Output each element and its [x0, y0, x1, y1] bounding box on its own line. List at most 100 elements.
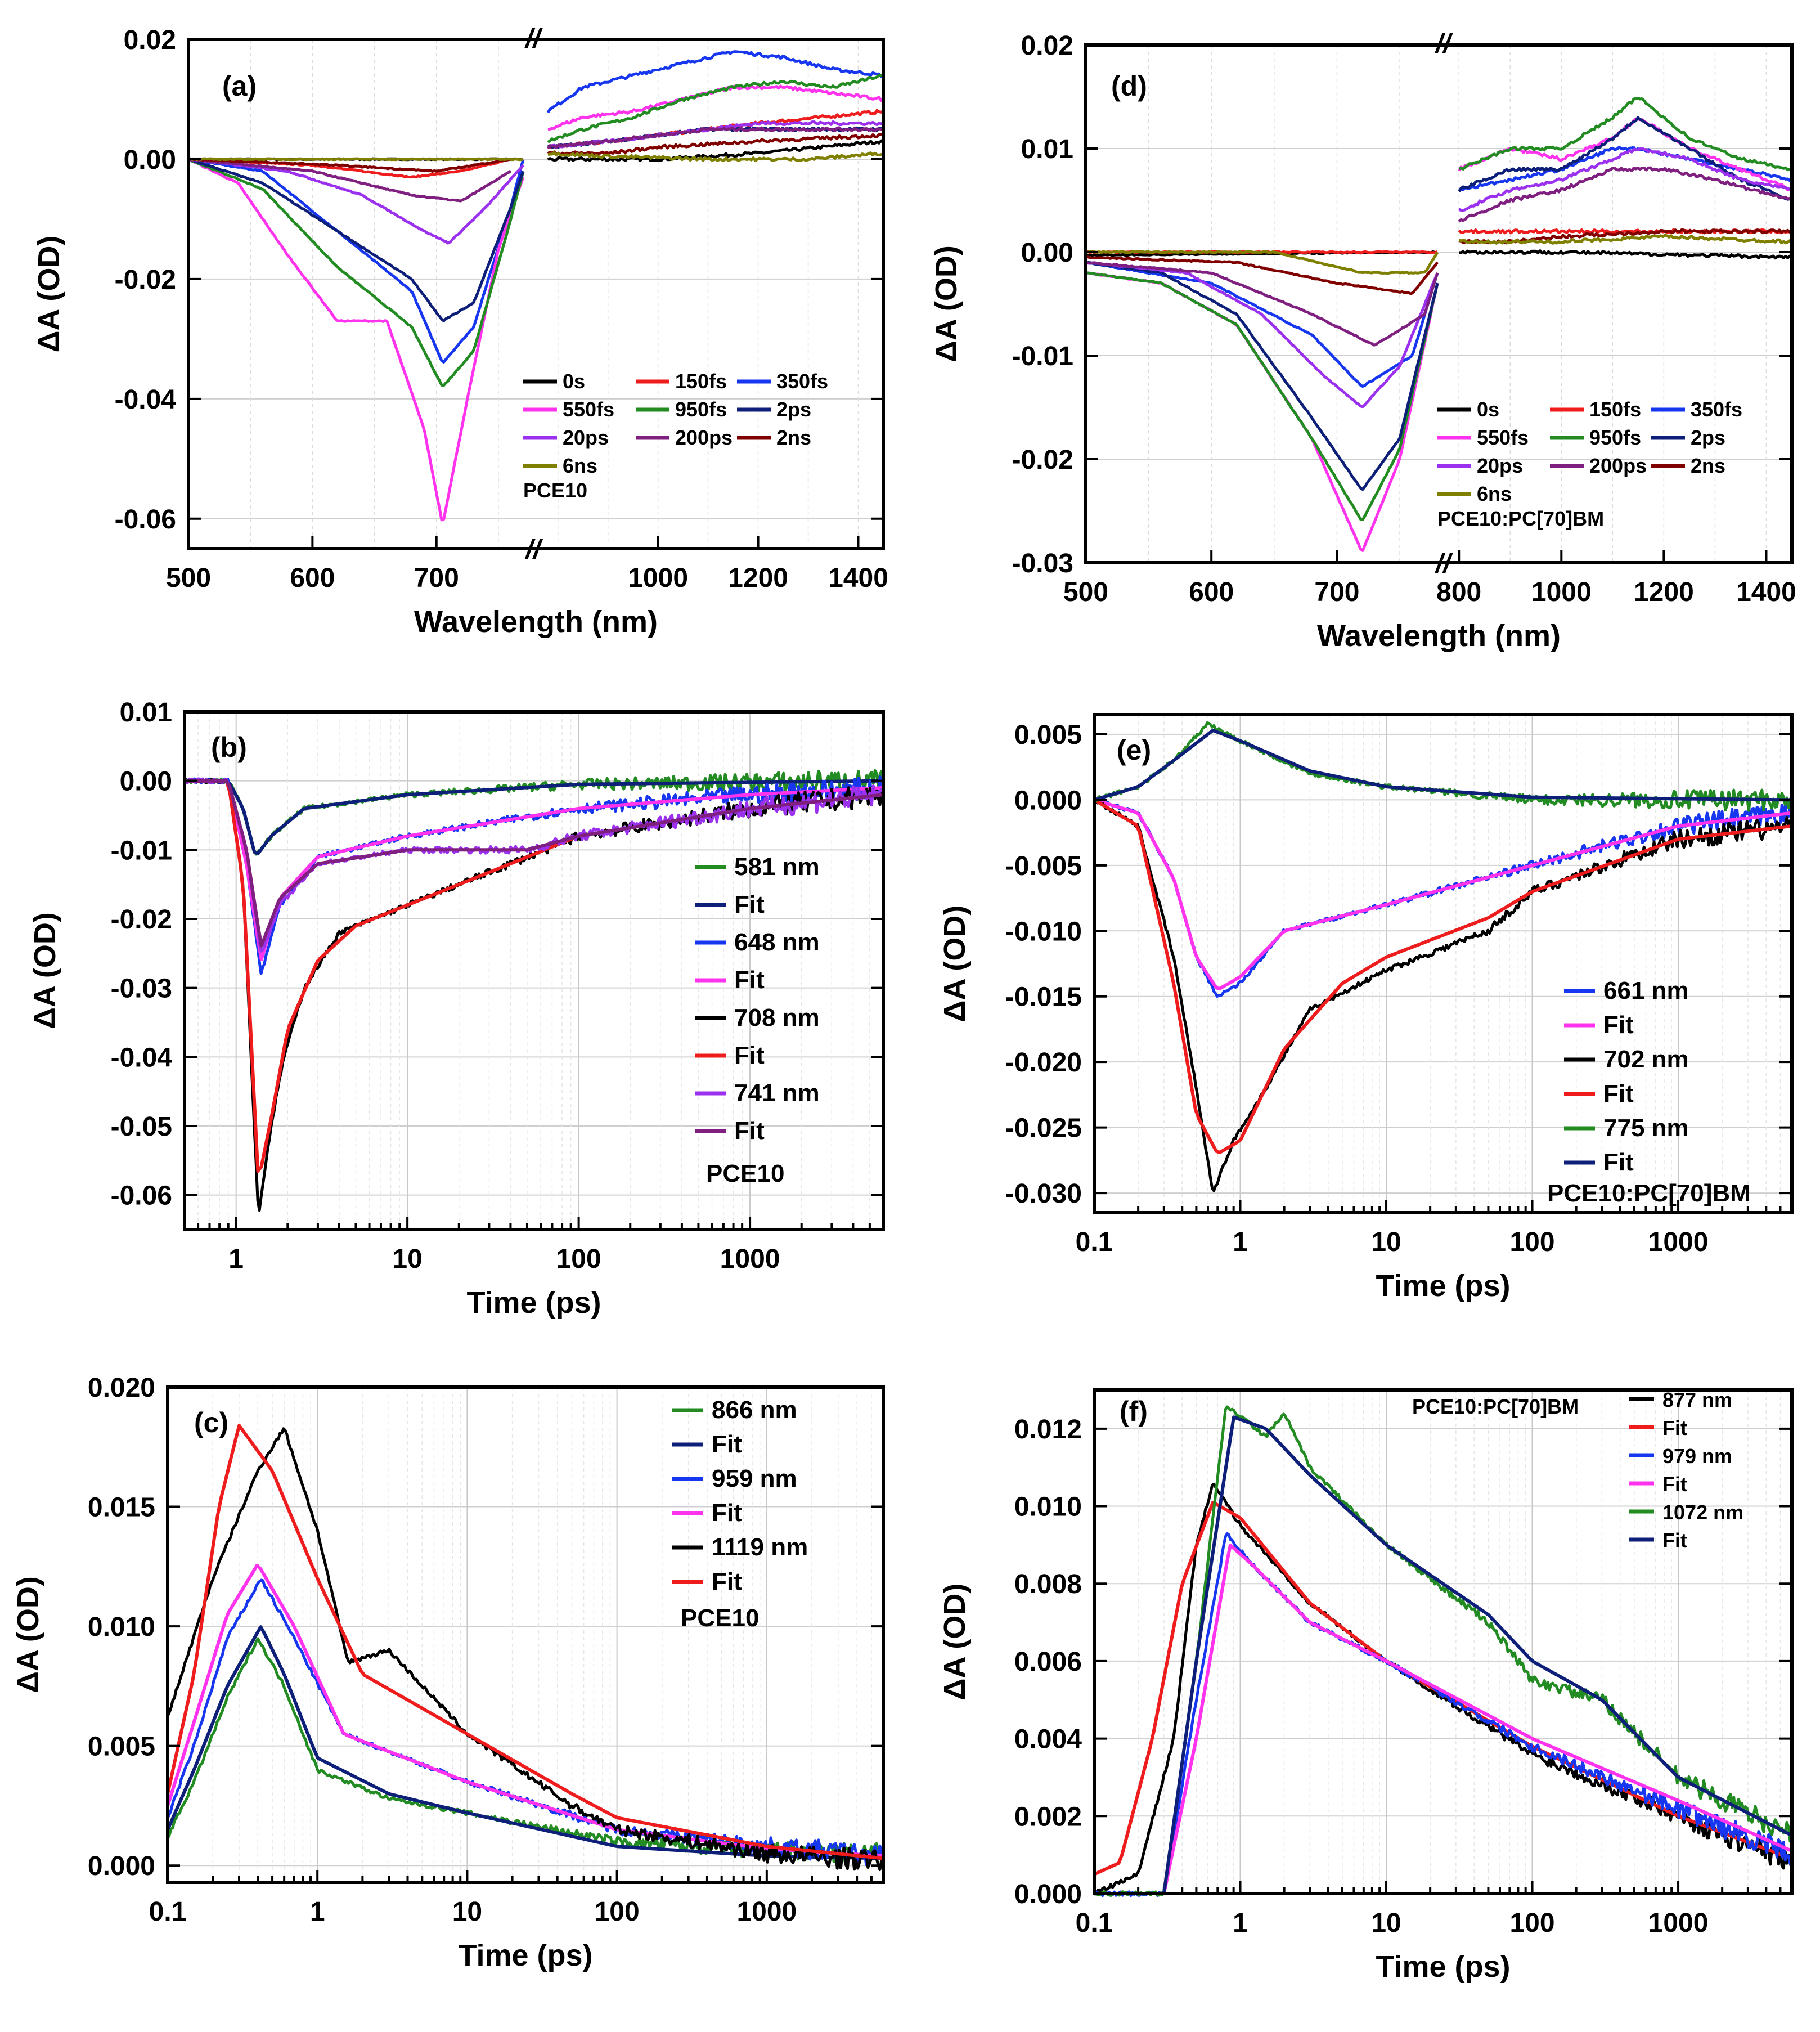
- series-line-200ps: [546, 126, 884, 150]
- x-tick-label: 1400: [1736, 577, 1796, 607]
- y-tick-label: -0.025: [1005, 1114, 1082, 1143]
- legend-label: Fit: [1603, 1080, 1634, 1107]
- chart-panel-f: 0.1 1 10 100 1000 0.012 0.010 0.008 0.006 0.004 0.…: [938, 1388, 1794, 1984]
- series-line-Fit-7: [185, 779, 884, 948]
- series-line-2ns: [188, 157, 511, 173]
- series-line-979-nm-2: [1094, 1532, 1794, 1898]
- legend: 877 nm Fit 979 nm Fit 1072 nm Fit: [1629, 1388, 1743, 1552]
- series-line-20ps: [1085, 261, 1439, 409]
- y-tick-label: -0.06: [115, 505, 176, 535]
- legend: 661 nm Fit 702 nm Fit 775 nm Fit: [1564, 977, 1689, 1176]
- series-line-200ps: [1458, 166, 1792, 223]
- y-tick-label: -0.005: [1005, 851, 1082, 881]
- y-tick-label: 0.000: [88, 1851, 155, 1881]
- legend: 581 nm Fit 648 nm Fit 708 nm Fit 741 nm Fit: [695, 853, 820, 1145]
- panel-label: (c): [194, 1407, 228, 1438]
- legend-label: 1072 nm: [1662, 1501, 1743, 1524]
- y-tick-label: -0.01: [111, 836, 172, 865]
- x-axis-label: Time (ps): [1376, 1950, 1510, 1984]
- legend-label: 2ns: [776, 426, 811, 449]
- x-tick-label: 0.1: [1076, 1227, 1113, 1257]
- series-line-2ns: [1085, 255, 1439, 295]
- x-axis-label: Time (ps): [466, 1286, 601, 1320]
- sample-label: PCE10:PC[70]BM: [1547, 1179, 1751, 1207]
- y-tick-label: 0.005: [1014, 720, 1082, 750]
- legend-label: 959 nm: [712, 1465, 797, 1492]
- y-tick-label: 0.00: [120, 767, 172, 797]
- y-tick-label: -0.03: [1012, 549, 1073, 578]
- y-tick-label: -0.06: [111, 1181, 172, 1211]
- legend-label: 950fs: [675, 398, 727, 421]
- legend-label: Fit: [1662, 1473, 1687, 1496]
- y-tick-label: -0.04: [111, 1043, 173, 1073]
- x-tick-label: 1000: [1531, 577, 1592, 607]
- y-tick-label: -0.04: [115, 385, 177, 415]
- x-tick-label: 600: [1189, 577, 1234, 607]
- series-line-Fit-1: [1094, 798, 1792, 990]
- legend-label: 150fs: [675, 370, 727, 393]
- series-line-950fs: [187, 158, 525, 387]
- legend-label: Fit: [734, 1117, 765, 1145]
- x-tick-label: 1000: [736, 1897, 797, 1927]
- x-tick-label: 1000: [720, 1244, 780, 1274]
- legend-label: 648 nm: [734, 928, 820, 956]
- legend-label: Fit: [1603, 1149, 1634, 1176]
- series-line-6ns: [1085, 250, 1439, 275]
- legend-label: 20ps: [563, 426, 609, 449]
- legend-label: 708 nm: [734, 1004, 820, 1031]
- series-line-708-nm-4: [184, 777, 885, 1212]
- legend-label: 2ns: [1691, 454, 1725, 477]
- legend-label: 200ps: [1589, 454, 1647, 477]
- legend-label: 2ps: [776, 398, 811, 421]
- y-tick-label: 0.000: [1014, 786, 1082, 815]
- plot-frame: [183, 710, 885, 1231]
- series-line-550fs: [187, 158, 525, 522]
- series-line-866-nm-0: [166, 1637, 885, 1863]
- y-tick-label: 0.010: [1014, 1492, 1082, 1522]
- sample-label: PCE10: [523, 479, 587, 502]
- y-tick-label: -0.010: [1005, 917, 1082, 947]
- series-line-Fit-5: [166, 1424, 884, 1860]
- legend-label: 950fs: [1589, 426, 1641, 449]
- plot-frame: [1084, 43, 1794, 564]
- y-tick-label: -0.02: [111, 905, 172, 935]
- plot-frame: [1093, 713, 1794, 1214]
- legend-label: 0s: [563, 370, 585, 393]
- legend-label: 350fs: [1691, 398, 1742, 421]
- y-axis-label: ΔA (OD): [938, 905, 972, 1022]
- legend-label: Fit: [1662, 1416, 1687, 1439]
- y-tick-label: 0.00: [124, 145, 176, 175]
- y-tick-label: -0.02: [115, 265, 176, 295]
- series-line-2ps: [188, 158, 525, 322]
- legend-label: 775 nm: [1603, 1114, 1689, 1142]
- series-line-350fs: [546, 50, 884, 114]
- x-tick-label: 700: [414, 563, 459, 593]
- series-line-6ns: [547, 151, 883, 163]
- chart-panel-d: 500 600 700 800 1000 1200 1400////0.020.010.00…: [929, 29, 1796, 653]
- x-tick-label: 1000: [1648, 1227, 1709, 1257]
- y-axis-label: ΔA (OD): [28, 912, 62, 1029]
- chart-panel-c: 0.1 1 10 100 1000 0.020 0.015 0.010 0.005 0.000 Ti…: [11, 1373, 885, 1972]
- x-tick-label: 100: [1509, 1908, 1554, 1938]
- series-line-350fs: [1085, 261, 1439, 388]
- legend-label: 866 nm: [712, 1396, 797, 1424]
- y-tick-label: 0.004: [1014, 1725, 1082, 1755]
- chart-panel-b: 1 10 100 1000 0.01 0.00 -0.01 -0.02 -0.03 -0.04 -0…: [28, 698, 885, 1320]
- series-line-200ps: [1085, 261, 1439, 347]
- series-line-20ps: [1458, 147, 1793, 212]
- legend-label: 6ns: [1477, 482, 1512, 505]
- x-axis-label: Time (ps): [1376, 1269, 1510, 1303]
- legend-label: 661 nm: [1603, 977, 1689, 1004]
- x-axis-label: Wavelength (nm): [414, 605, 658, 639]
- legend: 866 nm Fit 959 nm Fit 1119 nm Fit: [672, 1396, 808, 1595]
- legend-label: Fit: [712, 1430, 742, 1458]
- y-tick-label: 0.012: [1014, 1415, 1082, 1445]
- legend: 0s 150fs 350fs 550fs 950fs 2ps 20ps 200ps 2ns 6ns…: [1437, 398, 1742, 530]
- y-tick-label: -0.03: [111, 974, 172, 1004]
- y-tick-label: 0.01: [1021, 134, 1073, 164]
- y-tick-label: 0.000: [1014, 1880, 1082, 1909]
- legend-label: 20ps: [1477, 454, 1523, 477]
- sample-label: PCE10:PC[70]BM: [1437, 507, 1604, 530]
- panel-label: (e): [1117, 734, 1151, 766]
